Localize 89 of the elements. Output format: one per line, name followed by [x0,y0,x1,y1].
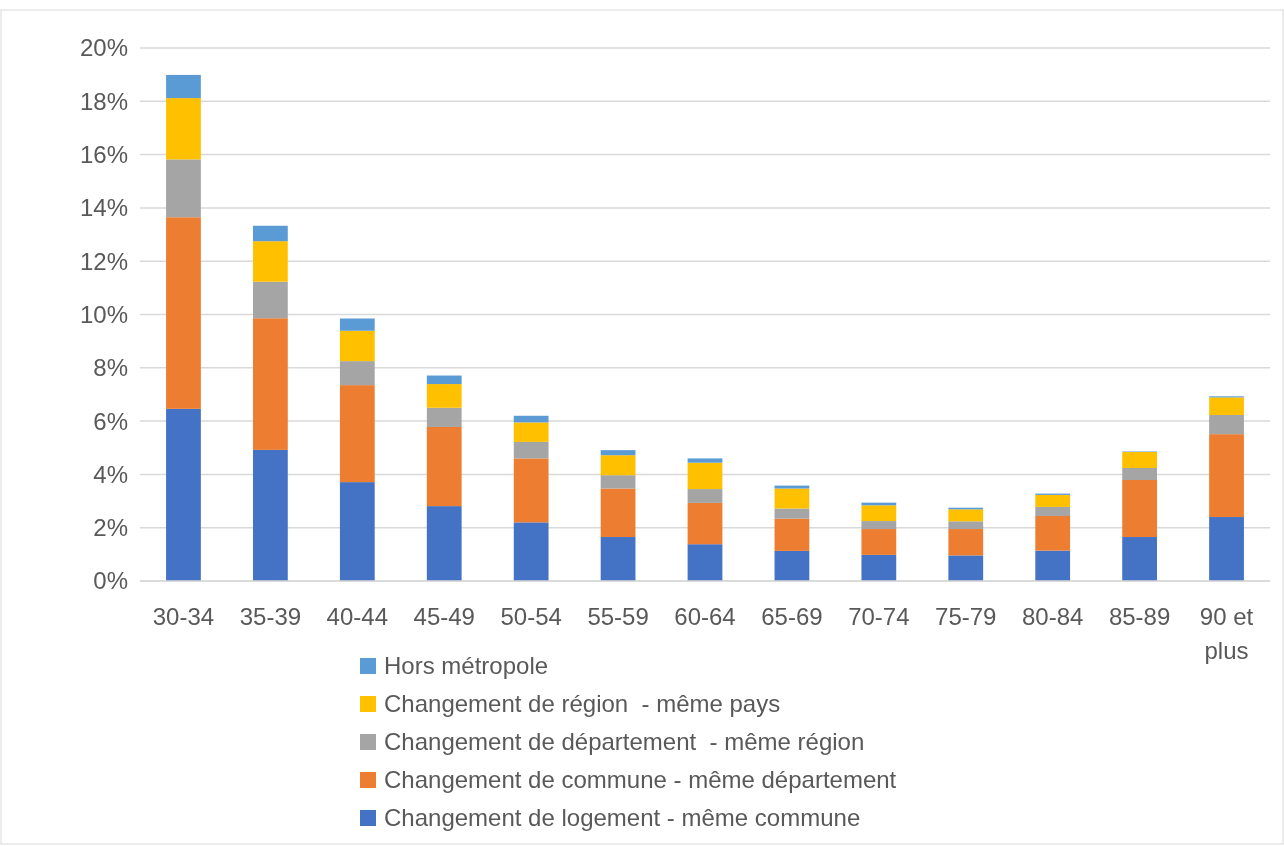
bar [861,529,897,555]
x-tick-label: 45-49 [413,603,475,630]
bar [1035,515,1071,551]
bar [426,407,462,427]
bar [774,488,810,509]
bar [426,375,462,385]
y-tick-label: 18% [79,87,128,115]
bar [1209,397,1244,415]
bar [426,384,462,408]
bar [1122,468,1157,480]
x-tick-label: 65-69 [761,603,823,630]
bar [513,441,549,459]
bar [166,217,201,409]
bar [948,521,984,530]
bar [166,159,201,218]
bar [339,330,375,362]
bar [339,385,375,483]
bar [774,508,810,519]
bar [253,281,288,319]
legend-label: Hors métropole [384,652,549,680]
x-tick-label: 75-79 [935,603,997,630]
bar [1209,517,1244,581]
bar [253,318,288,450]
legend-label: Changement de région - même pays [384,690,781,718]
bar [1209,434,1244,518]
bar [253,225,288,242]
bar [600,455,636,476]
y-tick-label: 16% [79,141,128,168]
y-tick-label: 0% [93,567,128,595]
legend-label: Changement de département - même région [384,728,865,756]
y-tick-label: 14% [79,194,128,222]
bar [166,74,201,99]
bar [861,521,897,530]
bar [166,408,201,581]
y-tick-label: 8% [93,354,128,382]
bar [861,505,897,522]
bar [339,318,375,331]
bar [1035,550,1071,581]
y-tick-label: 12% [79,247,128,275]
x-tick-label: 55-59 [587,603,649,630]
bar [687,489,723,503]
bar [687,458,723,463]
y-tick-label: 2% [93,514,128,542]
x-tick-label: 90 et plus [1199,603,1254,664]
bar [513,522,549,581]
bar [600,488,636,538]
bar [253,241,288,282]
bar [774,485,810,489]
bar [253,449,288,581]
x-tick-label: 50-54 [500,603,562,630]
x-tick-label: 85-89 [1108,603,1171,630]
bar [1122,537,1157,581]
bar [339,361,375,386]
bar [687,544,723,581]
bar [600,450,636,456]
x-tick-label: 30-34 [152,603,215,630]
bar [426,506,462,581]
x-tick-label: 60-64 [674,603,736,630]
x-tick-label: 40-44 [326,603,388,630]
bar [600,537,636,581]
bar [513,422,549,442]
bar [513,415,549,423]
bar [687,502,723,545]
bar [426,426,462,507]
y-tick-label: 6% [93,407,128,435]
y-tick-label: 10% [79,300,128,328]
legend-label: Changement de commune - même département [384,766,897,794]
bar [1035,506,1071,516]
legend-label: Changement de logement - même commune [384,804,861,832]
bar [166,98,201,160]
x-tick-label: 35-39 [239,603,302,630]
bar [774,550,810,581]
bar [1209,414,1244,435]
bar [774,518,810,551]
bar [1122,452,1157,468]
x-tick-label: 70-74 [848,603,910,630]
bar [600,475,636,489]
bar [948,509,984,522]
bar [513,458,549,523]
bar [1035,494,1071,507]
bar [861,554,897,581]
x-tick-label: 80-84 [1022,603,1084,630]
bar [687,462,723,490]
y-tick-label: 20% [79,34,128,62]
bar [948,529,984,556]
y-tick-label: 4% [93,460,128,488]
bar [948,555,984,581]
bar [339,482,375,581]
bar [1122,480,1157,538]
